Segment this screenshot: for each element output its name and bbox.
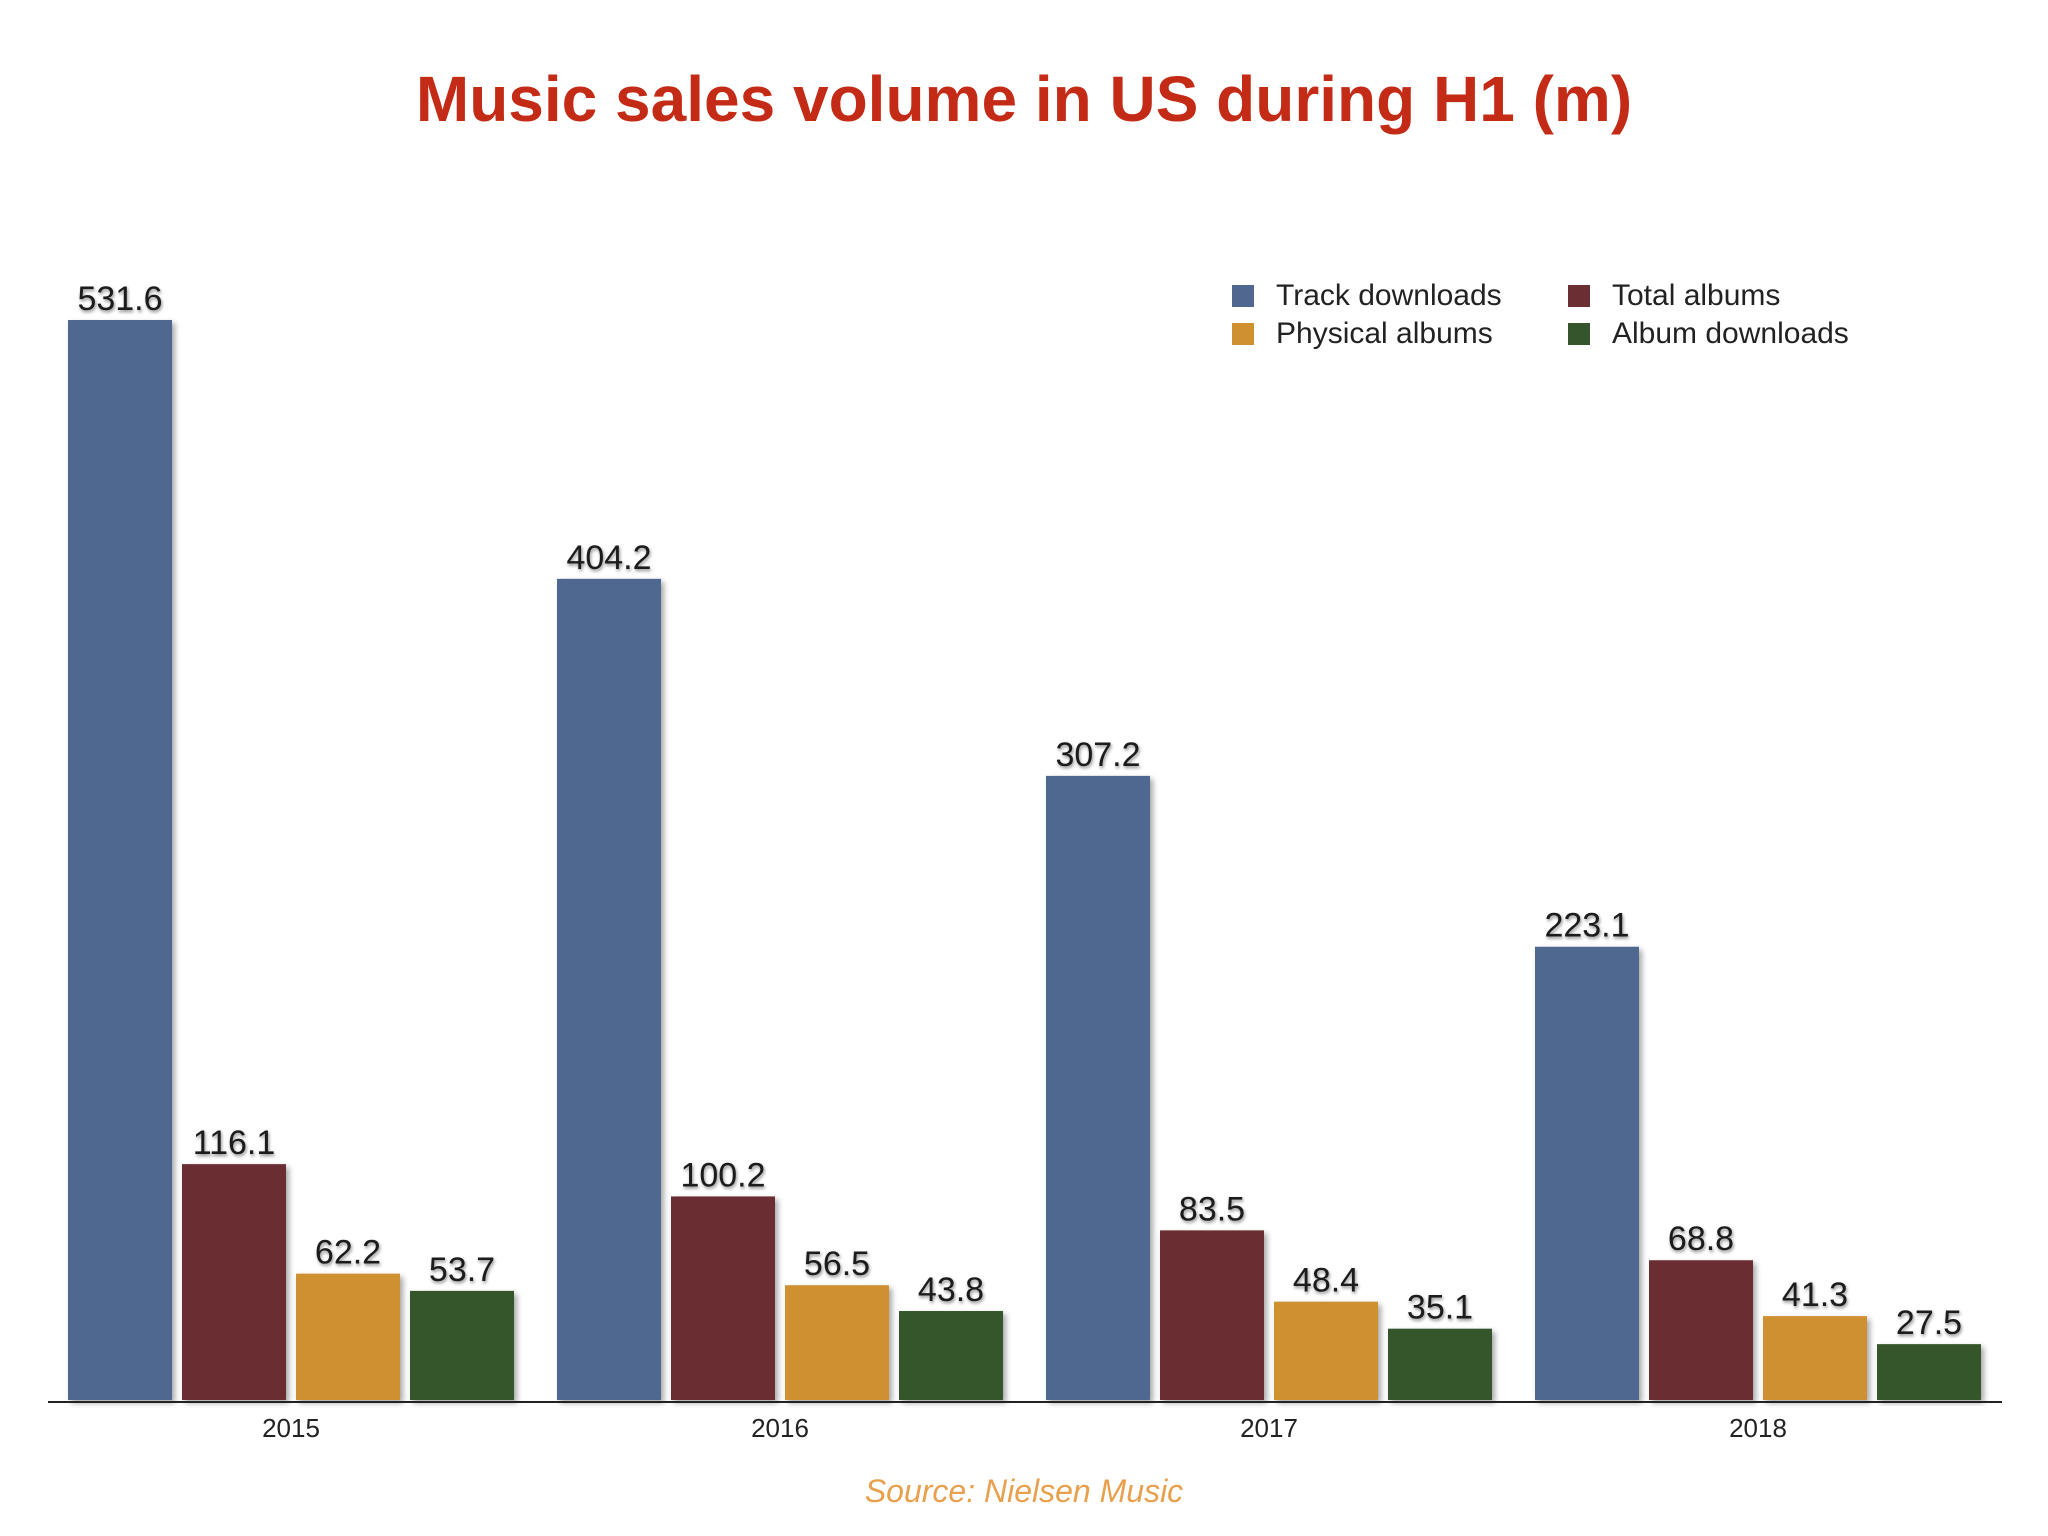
data-label-track-downloads-2017: 307.2 bbox=[1055, 736, 1140, 774]
bar-physical-albums-2017 bbox=[1274, 1301, 1378, 1400]
legend-label-album-downloads: Album downloads bbox=[1612, 317, 1849, 350]
source-note: Source: Nielsen Music bbox=[864, 1473, 1184, 1509]
data-label-total-albums-2016: 100.2 bbox=[680, 1156, 765, 1194]
bar-album-downloads-2016 bbox=[899, 1311, 1003, 1400]
legend: Track downloads Total albums Physical albu… bbox=[1232, 279, 1849, 350]
legend-label-track-downloads: Track downloads bbox=[1276, 279, 1502, 312]
bar-track-downloads-2017 bbox=[1046, 775, 1150, 1400]
x-tick-labels: 2015 2016 2017 2018 bbox=[262, 1413, 1787, 1443]
bar-physical-albums-2016 bbox=[785, 1285, 889, 1400]
data-label-physical-albums-2018: 41.3 bbox=[1782, 1276, 1848, 1314]
x-tick-label-2018: 2018 bbox=[1729, 1413, 1787, 1443]
legend-swatch-album-downloads bbox=[1568, 323, 1590, 345]
data-label-physical-albums-2017: 48.4 bbox=[1293, 1262, 1359, 1300]
data-label-track-downloads-2015: 531.6 bbox=[77, 280, 162, 318]
data-labels-layer: 531.6 116.1 62.2 53.7 404.2 100.2 56.5 43.8 307.… bbox=[77, 280, 1962, 1342]
data-label-physical-albums-2016: 56.5 bbox=[804, 1245, 870, 1283]
data-label-album-downloads-2017: 35.1 bbox=[1407, 1289, 1473, 1327]
legend-swatch-physical-albums bbox=[1232, 323, 1254, 345]
bar-total-albums-2016 bbox=[671, 1196, 775, 1400]
bar-total-albums-2015 bbox=[182, 1164, 286, 1400]
legend-swatch-track-downloads bbox=[1232, 285, 1254, 307]
data-label-album-downloads-2016: 43.8 bbox=[918, 1271, 984, 1309]
bar-album-downloads-2017 bbox=[1388, 1328, 1492, 1400]
data-label-track-downloads-2018: 223.1 bbox=[1544, 907, 1629, 945]
chart-title: Music sales volume in US during H1 (m) bbox=[415, 63, 1633, 135]
bar-track-downloads-2018 bbox=[1535, 946, 1639, 1400]
x-tick-label-2016: 2016 bbox=[751, 1413, 809, 1443]
data-label-total-albums-2018: 68.8 bbox=[1668, 1220, 1734, 1258]
legend-label-physical-albums: Physical albums bbox=[1276, 317, 1493, 350]
data-label-total-albums-2015: 116.1 bbox=[193, 1124, 276, 1162]
data-label-album-downloads-2015: 53.7 bbox=[429, 1251, 495, 1289]
bar-track-downloads-2015 bbox=[68, 320, 172, 1400]
data-label-total-albums-2017: 83.5 bbox=[1179, 1190, 1245, 1228]
bar-physical-albums-2015 bbox=[296, 1273, 400, 1400]
x-tick-label-2017: 2017 bbox=[1240, 1413, 1298, 1443]
bar-physical-albums-2018 bbox=[1763, 1316, 1867, 1400]
legend-swatch-total-albums bbox=[1568, 285, 1590, 307]
bar-track-downloads-2016 bbox=[557, 578, 661, 1400]
bar-album-downloads-2015 bbox=[410, 1290, 514, 1400]
bar-total-albums-2017 bbox=[1160, 1230, 1264, 1400]
bar-total-albums-2018 bbox=[1649, 1260, 1753, 1400]
legend-label-total-albums: Total albums bbox=[1612, 279, 1780, 312]
x-tick-label-2015: 2015 bbox=[262, 1413, 320, 1443]
data-label-album-downloads-2018: 27.5 bbox=[1896, 1304, 1962, 1342]
bar-album-downloads-2018 bbox=[1877, 1344, 1981, 1400]
data-label-track-downloads-2016: 404.2 bbox=[566, 539, 651, 577]
bars-layer bbox=[68, 320, 1981, 1400]
data-label-physical-albums-2015: 62.2 bbox=[315, 1234, 381, 1272]
